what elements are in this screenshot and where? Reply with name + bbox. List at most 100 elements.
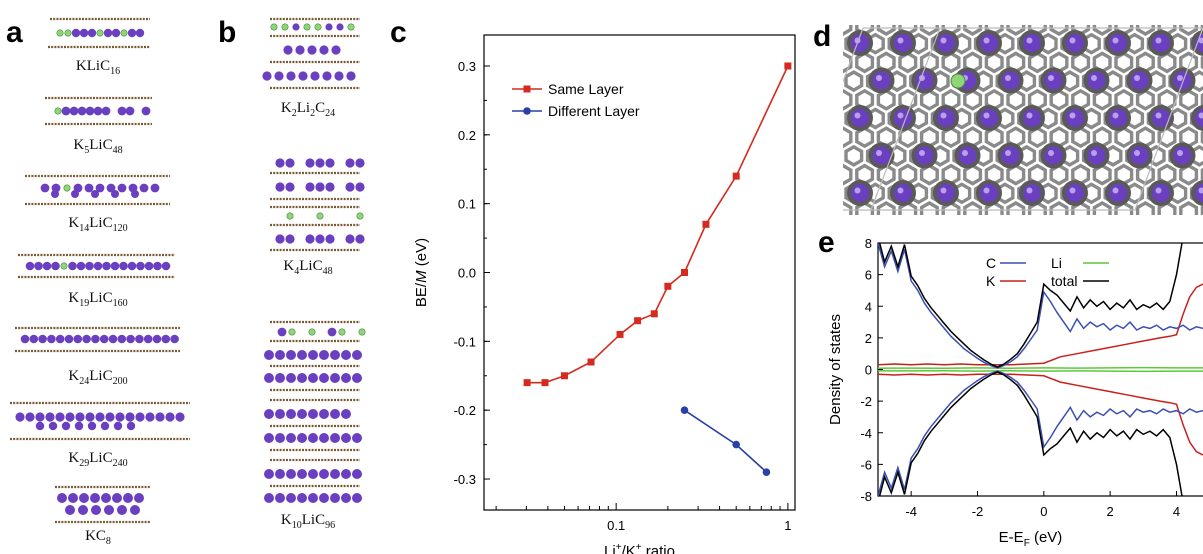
potassium-highlight <box>1155 112 1162 119</box>
potassium-highlight <box>919 150 925 156</box>
potassium-atom <box>275 373 285 383</box>
potassium-atom <box>1152 34 1170 52</box>
graphene-ring <box>1179 25 1199 36</box>
potassium-atom <box>135 28 145 38</box>
potassium-atom <box>315 158 325 168</box>
graphene-ring <box>963 201 983 215</box>
potassium-atom <box>286 373 296 383</box>
chart-density-of-states: 8 6 4 2 0 -2 -4 -6 -8 -4 -2 0 2 4 E-EF (eV) Density of … <box>827 236 1203 549</box>
graphene-ring <box>984 126 1004 149</box>
graphene-ring <box>1179 163 1199 186</box>
legend-label: C <box>986 255 996 271</box>
potassium-atom <box>283 45 293 55</box>
potassium-atom <box>277 327 287 337</box>
potassium-atom <box>330 409 340 419</box>
potassium-highlight <box>983 37 990 44</box>
potassium-highlight <box>1091 75 1097 81</box>
potassium-atom <box>341 350 351 360</box>
potassium-atom <box>352 373 362 383</box>
potassium-atom <box>1152 184 1170 202</box>
potassium-atom <box>134 493 144 503</box>
graphene-ring <box>1027 201 1047 215</box>
potassium-atom <box>286 350 296 360</box>
graphene-ring <box>843 88 853 111</box>
panel-label-a: a <box>6 16 23 49</box>
potassium-atom <box>345 182 355 192</box>
y-tick-label: -2 <box>860 394 872 409</box>
x-tick-label: 0 <box>1040 504 1047 519</box>
potassium-atom <box>1109 109 1127 127</box>
potassium-atom <box>74 421 84 431</box>
potassium-atom <box>161 334 171 344</box>
panel-d-top-view-lattice <box>843 25 1203 215</box>
potassium-atom <box>175 412 185 422</box>
graphene-ring <box>1179 201 1199 215</box>
potassium-atom <box>319 493 329 503</box>
legend-marker-square <box>523 85 531 93</box>
potassium-highlight <box>876 150 882 156</box>
potassium-atom <box>77 106 87 116</box>
potassium-atom <box>152 334 162 344</box>
potassium-atom <box>135 412 145 422</box>
data-point-square <box>650 310 658 318</box>
potassium-atom <box>341 409 351 419</box>
potassium-atom <box>85 106 95 116</box>
potassium-atom <box>336 23 344 31</box>
potassium-atom <box>872 146 891 165</box>
potassium-highlight <box>1198 112 1203 119</box>
potassium-atom <box>297 409 307 419</box>
potassium-atom <box>113 421 123 431</box>
lithium-atom <box>281 23 289 31</box>
potassium-atom <box>958 146 977 165</box>
lithium-atom <box>288 328 296 336</box>
data-point-square <box>680 269 688 276</box>
graphene-ring <box>1006 25 1026 36</box>
lithium-atom <box>60 262 68 270</box>
potassium-atom <box>42 261 52 271</box>
x-tick-label: 0.1 <box>607 518 625 533</box>
potassium-highlight <box>1069 112 1076 119</box>
potassium-atom <box>64 334 74 344</box>
potassium-atom <box>1066 34 1084 52</box>
graphene-ring <box>1200 92 1203 107</box>
graphene-ring <box>1200 167 1203 182</box>
potassium-atom <box>264 373 274 383</box>
graphene-ring <box>1114 201 1134 215</box>
potassium-atom <box>35 412 45 422</box>
potassium-atom <box>980 184 998 202</box>
potassium-atom <box>68 493 78 503</box>
potassium-atom <box>126 421 136 431</box>
potassium-atom <box>51 261 60 271</box>
potassium-atom <box>117 334 127 344</box>
potassium-atom <box>141 106 151 116</box>
potassium-atom <box>127 261 137 271</box>
potassium-atom <box>125 106 135 116</box>
graphene-ring <box>963 163 983 186</box>
graphene-ring <box>855 126 875 149</box>
potassium-atom <box>1109 184 1127 202</box>
legend-marker-circle <box>523 107 531 115</box>
potassium-highlight <box>1198 37 1203 44</box>
unit-cell-edge <box>870 27 941 211</box>
graphene-ring <box>1049 163 1069 186</box>
graphene-ring <box>843 126 853 149</box>
series-spin-up-total <box>878 243 1183 368</box>
graphene-ring <box>1006 88 1026 111</box>
potassium-atom <box>65 505 75 515</box>
potassium-atom <box>153 261 162 271</box>
data-point-square <box>634 317 642 325</box>
potassium-atom <box>48 421 58 431</box>
series-spin-up-Li <box>878 366 1203 369</box>
y-axis-label: BE/M (eV) <box>413 238 430 307</box>
structure-a-0 <box>48 17 150 49</box>
lithium-atom <box>64 29 72 37</box>
potassium-highlight <box>940 112 947 119</box>
potassium-atom <box>872 71 891 90</box>
potassium-highlight <box>983 187 990 194</box>
potassium-atom <box>150 183 160 193</box>
potassium-atom <box>78 505 88 515</box>
potassium-atom <box>330 433 340 443</box>
graphene-ring <box>876 163 896 186</box>
potassium-atom <box>330 493 340 503</box>
potassium-atom <box>330 469 340 479</box>
